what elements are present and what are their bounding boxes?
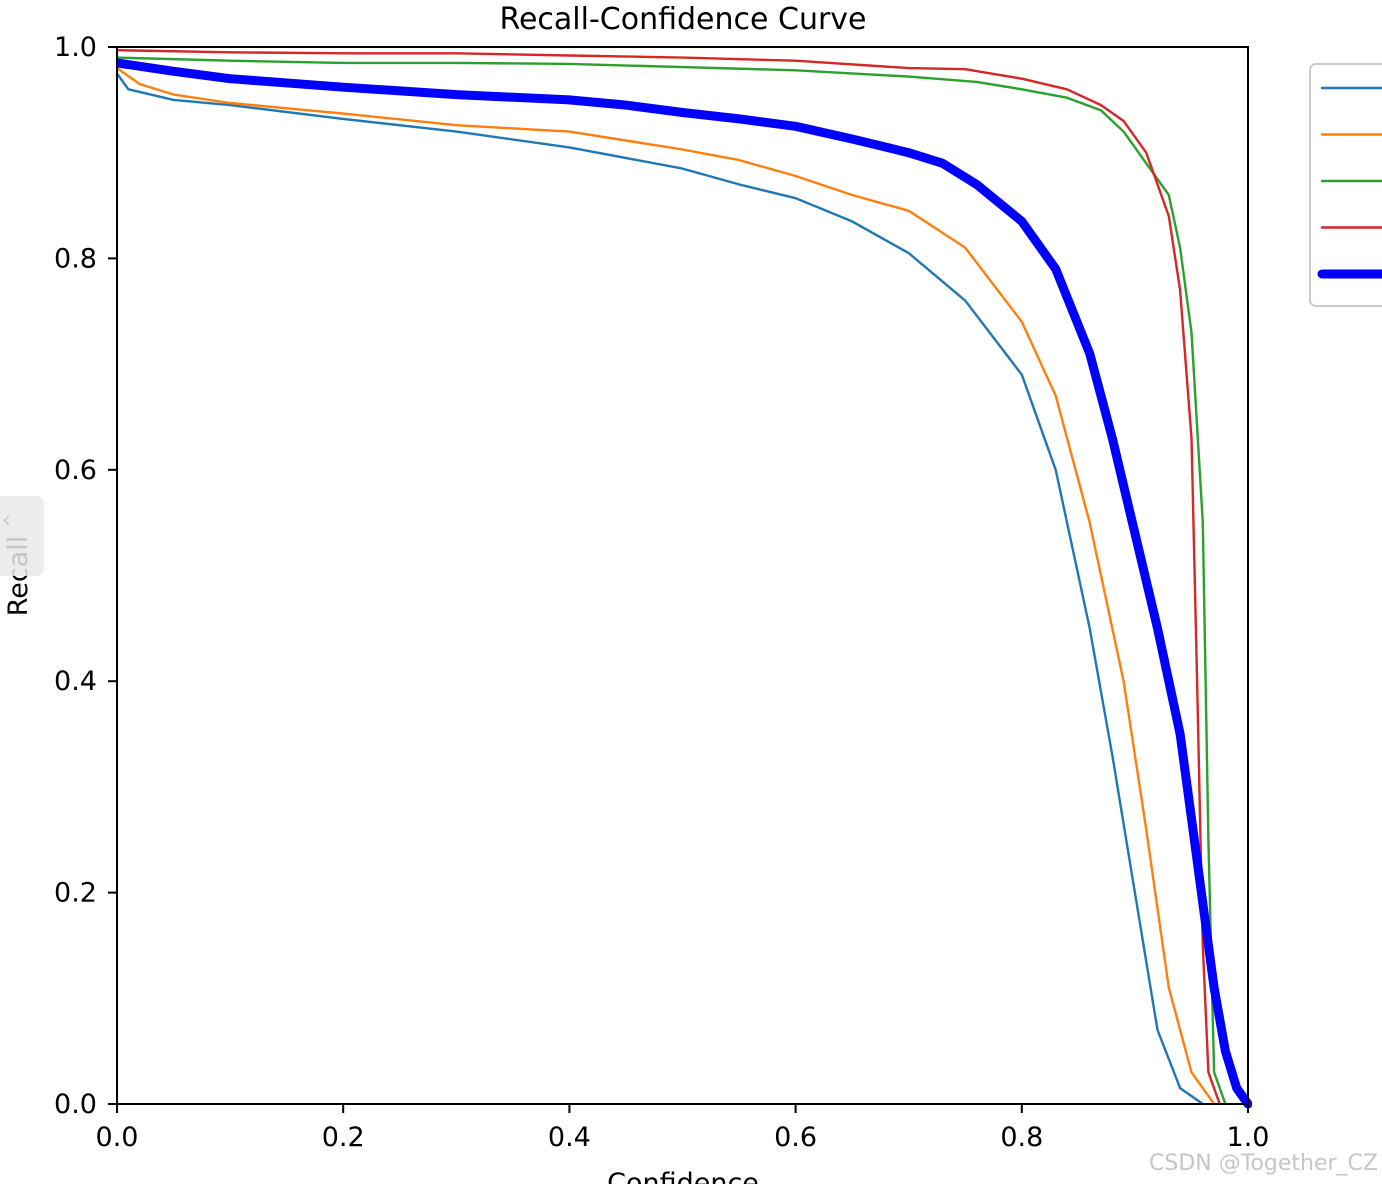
x-tick-label: 0.2 <box>322 1122 365 1153</box>
y-tick-label: 0.8 <box>54 243 97 274</box>
chevron-left-icon: ‹ <box>2 508 11 533</box>
series-line-3 <box>117 56 1227 1106</box>
y-tick-label: 0.2 <box>54 878 97 909</box>
x-tick-label: 0.4 <box>548 1122 591 1153</box>
x-axis-label: Confidence <box>607 1168 759 1184</box>
series-line-4 <box>117 49 1221 1106</box>
x-tick-label: 0.0 <box>96 1122 139 1153</box>
plot-area <box>116 46 1252 1108</box>
x-tick-label: 0.6 <box>774 1122 817 1153</box>
chart-title: Recall-Confidence Curve <box>499 2 866 37</box>
y-tick-label: 0.0 <box>54 1089 97 1120</box>
legend-box <box>1309 63 1382 307</box>
series-line-1 <box>117 72 1204 1106</box>
side-collapse-tab[interactable]: ‹ <box>0 496 44 576</box>
plot-frame <box>116 46 1249 1105</box>
x-tick-label: 0.8 <box>1000 1122 1043 1153</box>
y-tick-label: 0.4 <box>54 666 97 697</box>
watermark: CSDN @Together_CZ <box>1149 1151 1378 1176</box>
y-tick-label: 1.0 <box>54 32 97 63</box>
series-line-2 <box>117 66 1216 1106</box>
x-tick-label: 1.0 <box>1227 1122 1270 1153</box>
series-line-5 <box>117 58 1252 1108</box>
series-lines <box>117 49 1252 1108</box>
y-axis-ticks: 0.0 0.2 0.4 0.6 0.8 1.0 <box>54 32 117 1120</box>
y-tick-label: 0.6 <box>54 455 97 486</box>
legend <box>1309 63 1382 307</box>
x-axis-ticks: 0.0 0.2 0.4 0.6 0.8 1.0 <box>96 1104 1270 1153</box>
